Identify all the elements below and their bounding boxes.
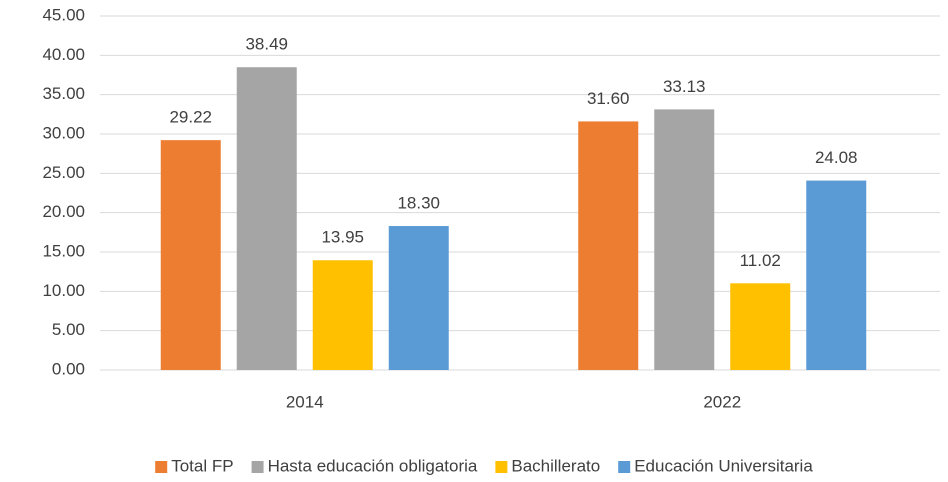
- data-label: 38.49: [245, 35, 288, 54]
- bar: [578, 121, 639, 370]
- legend-swatch: [495, 461, 508, 473]
- bar: [160, 140, 221, 370]
- y-tick-label: 30.00: [42, 123, 85, 142]
- y-tick-label: 10.00: [42, 281, 85, 300]
- y-tick-label: 45.00: [42, 5, 85, 24]
- legend-swatch: [155, 461, 168, 473]
- y-tick-label: 40.00: [42, 45, 85, 64]
- data-label: 11.02: [740, 251, 781, 270]
- data-label: 31.60: [587, 89, 630, 108]
- legend-label: Educación Universitaria: [634, 456, 813, 475]
- data-label: 13.95: [321, 228, 364, 247]
- legend-swatch: [251, 461, 264, 473]
- legend-label: Total FP: [171, 456, 233, 475]
- data-label: 33.13: [663, 77, 706, 96]
- y-tick-label: 15.00: [42, 241, 85, 260]
- y-tick-label: 20.00: [42, 202, 85, 221]
- x-tick-label: 2014: [286, 392, 324, 411]
- y-tick-label: 25.00: [42, 163, 85, 182]
- bar: [806, 180, 867, 370]
- y-tick-label: 0.00: [52, 359, 85, 378]
- y-tick-label: 5.00: [52, 320, 85, 339]
- bar: [730, 283, 791, 370]
- legend-label: Bachillerato: [511, 456, 600, 475]
- bar: [654, 109, 715, 371]
- data-label: 24.08: [815, 148, 858, 167]
- bar: [236, 67, 297, 370]
- bar: [388, 226, 449, 370]
- data-label: 29.22: [169, 108, 212, 127]
- x-tick-label: 2022: [703, 392, 741, 411]
- legend-label: Hasta educación obligatoria: [268, 456, 478, 475]
- y-tick-label: 35.00: [42, 84, 85, 103]
- legend-swatch: [618, 461, 631, 473]
- bar: [312, 260, 373, 370]
- data-label: 18.30: [397, 194, 440, 213]
